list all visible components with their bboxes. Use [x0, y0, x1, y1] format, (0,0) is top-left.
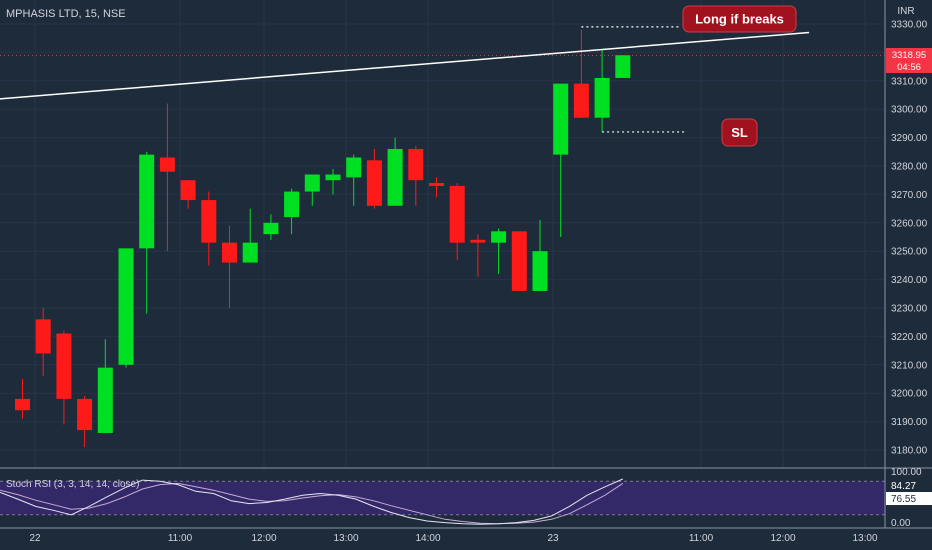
candle-body — [139, 154, 155, 249]
y-tick-label: 3280.00 — [891, 162, 928, 173]
x-tick-label: 12:00 — [770, 533, 795, 544]
y-tick-label: 3300.00 — [891, 105, 928, 116]
currency-label: INR — [897, 6, 914, 17]
stoch-rsi-pane[interactable]: Stoch RSI (3, 3, 14, 14, close) — [0, 478, 885, 525]
price-badge-countdown: 04:56 — [897, 62, 921, 73]
y-tick-label: 3190.00 — [891, 417, 928, 428]
y-tick-label: 3220.00 — [891, 332, 928, 343]
sl-label-text: SL — [731, 125, 748, 140]
x-tick-label: 11:00 — [689, 533, 714, 544]
x-tick-label: 14:00 — [415, 533, 440, 544]
candle-body — [408, 148, 424, 181]
candle-body — [284, 191, 300, 218]
candle-body — [449, 185, 465, 243]
stoch-k-badge — [886, 479, 932, 492]
long-label-text: Long if breaks — [695, 12, 784, 27]
candle-body — [511, 231, 527, 291]
x-tick-label: 12:00 — [251, 533, 276, 544]
candle-body — [615, 55, 631, 78]
candle-body — [325, 174, 341, 181]
stoch-d-line — [0, 482, 624, 525]
trendline[interactable] — [0, 31, 810, 107]
overlays: Long if breaks SL — [0, 5, 885, 147]
candles — [15, 29, 631, 448]
stoch-d-value: 76.55 — [891, 494, 916, 505]
y-tick-label: 3250.00 — [891, 247, 928, 258]
symbol-title: MPHASIS LTD, 15, NSE — [6, 8, 126, 20]
x-tick-label: 13:00 — [852, 533, 877, 544]
stoch-band — [0, 481, 885, 515]
long-if-breaks-label[interactable]: Long if breaks — [682, 5, 797, 33]
candle-body — [159, 157, 175, 172]
candle-body — [387, 148, 403, 206]
candle-body — [263, 222, 279, 235]
candle-body — [118, 248, 134, 365]
candle-body — [594, 77, 610, 118]
candle-body — [553, 83, 569, 155]
y-tick-label: 3310.00 — [891, 76, 928, 87]
y-tick-label: 3200.00 — [891, 389, 928, 400]
stoch-label: Stoch RSI (3, 3, 14, 14, close) — [6, 479, 139, 490]
y-tick-label: 3330.00 — [891, 20, 928, 31]
price-badge-value: 3318.95 — [892, 50, 926, 61]
candle-body — [242, 242, 258, 263]
candle-body — [491, 231, 507, 243]
candle-body — [346, 157, 362, 178]
x-tick-label: 11:00 — [168, 533, 193, 544]
candle-body — [201, 200, 217, 243]
stoch-d-badge — [886, 492, 932, 505]
x-tick-label: 23 — [547, 533, 559, 544]
candle-body — [77, 398, 93, 431]
y-tick-label: 3210.00 — [891, 360, 928, 371]
price-badge-box — [886, 48, 932, 73]
x-tick-label: 13:00 — [333, 533, 358, 544]
candle-body — [15, 398, 30, 411]
y-tick-label: 3260.00 — [891, 218, 928, 229]
candle-body — [97, 367, 113, 433]
y-tick-label: 3290.00 — [891, 133, 928, 144]
candle-body — [532, 251, 548, 291]
stoch-k-line — [0, 478, 624, 525]
candle-body — [366, 160, 382, 206]
long-label-box — [682, 5, 797, 33]
candle-body — [35, 319, 51, 354]
y-tick-label: 3270.00 — [891, 190, 928, 201]
candle-body — [429, 183, 444, 186]
candle-body — [56, 333, 72, 399]
y-tick-label: 3240.00 — [891, 275, 928, 286]
candle-body — [304, 174, 320, 192]
candle-body — [180, 180, 196, 201]
stoch-scale-0: 0.00 — [891, 518, 911, 529]
stoch-k-value: 84.27 — [891, 481, 916, 492]
sl-label-box — [721, 118, 758, 147]
sl-label[interactable]: SL — [721, 118, 758, 147]
y-tick-label: 3230.00 — [891, 304, 928, 315]
y-tick-label: 3180.00 — [891, 446, 928, 457]
x-tick-label: 22 — [29, 533, 41, 544]
candle-body — [470, 239, 486, 243]
stoch-scale-100: 100.00 — [891, 467, 922, 478]
candle-body — [222, 242, 237, 263]
candle-body — [573, 83, 589, 118]
